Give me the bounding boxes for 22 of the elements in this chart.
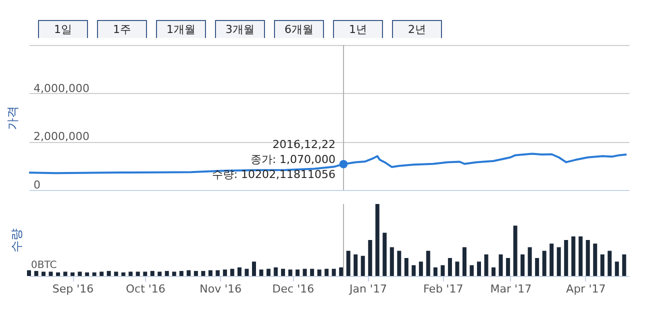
x-tick-label: Mar '17 bbox=[490, 282, 532, 296]
annotation: 0BTC bbox=[31, 260, 57, 271]
text: 1개월 bbox=[156, 20, 206, 39]
y-tick-label: 0 bbox=[34, 178, 40, 192]
text: 3개월 bbox=[215, 20, 265, 39]
x-tick-label: Feb '17 bbox=[423, 282, 464, 296]
x-tick-label: Dec '16 bbox=[272, 282, 314, 296]
text: 6개월 bbox=[274, 20, 324, 39]
text: 1년 bbox=[333, 20, 383, 39]
x-tick-label: Apr '17 bbox=[566, 282, 606, 296]
x-tick-label: Nov '16 bbox=[200, 282, 242, 296]
y-axis-title: 수량 bbox=[10, 228, 24, 252]
annotation: 2016,12,22 종가: 1,070,000 수량: 10202,11811056 bbox=[212, 138, 336, 182]
y-tick-label: 2,000,000 bbox=[34, 130, 90, 144]
text: 1일 bbox=[38, 20, 88, 39]
y-axis-title: 가격 bbox=[6, 106, 20, 130]
text: 2년 bbox=[392, 20, 442, 39]
y-tick-label: 4,000,000 bbox=[34, 82, 90, 95]
x-tick-label: Oct '16 bbox=[126, 282, 166, 296]
x-tick-label: Jan '17 bbox=[348, 282, 387, 296]
text: 1주 bbox=[97, 20, 147, 39]
x-tick-label: Sep '16 bbox=[52, 282, 94, 296]
